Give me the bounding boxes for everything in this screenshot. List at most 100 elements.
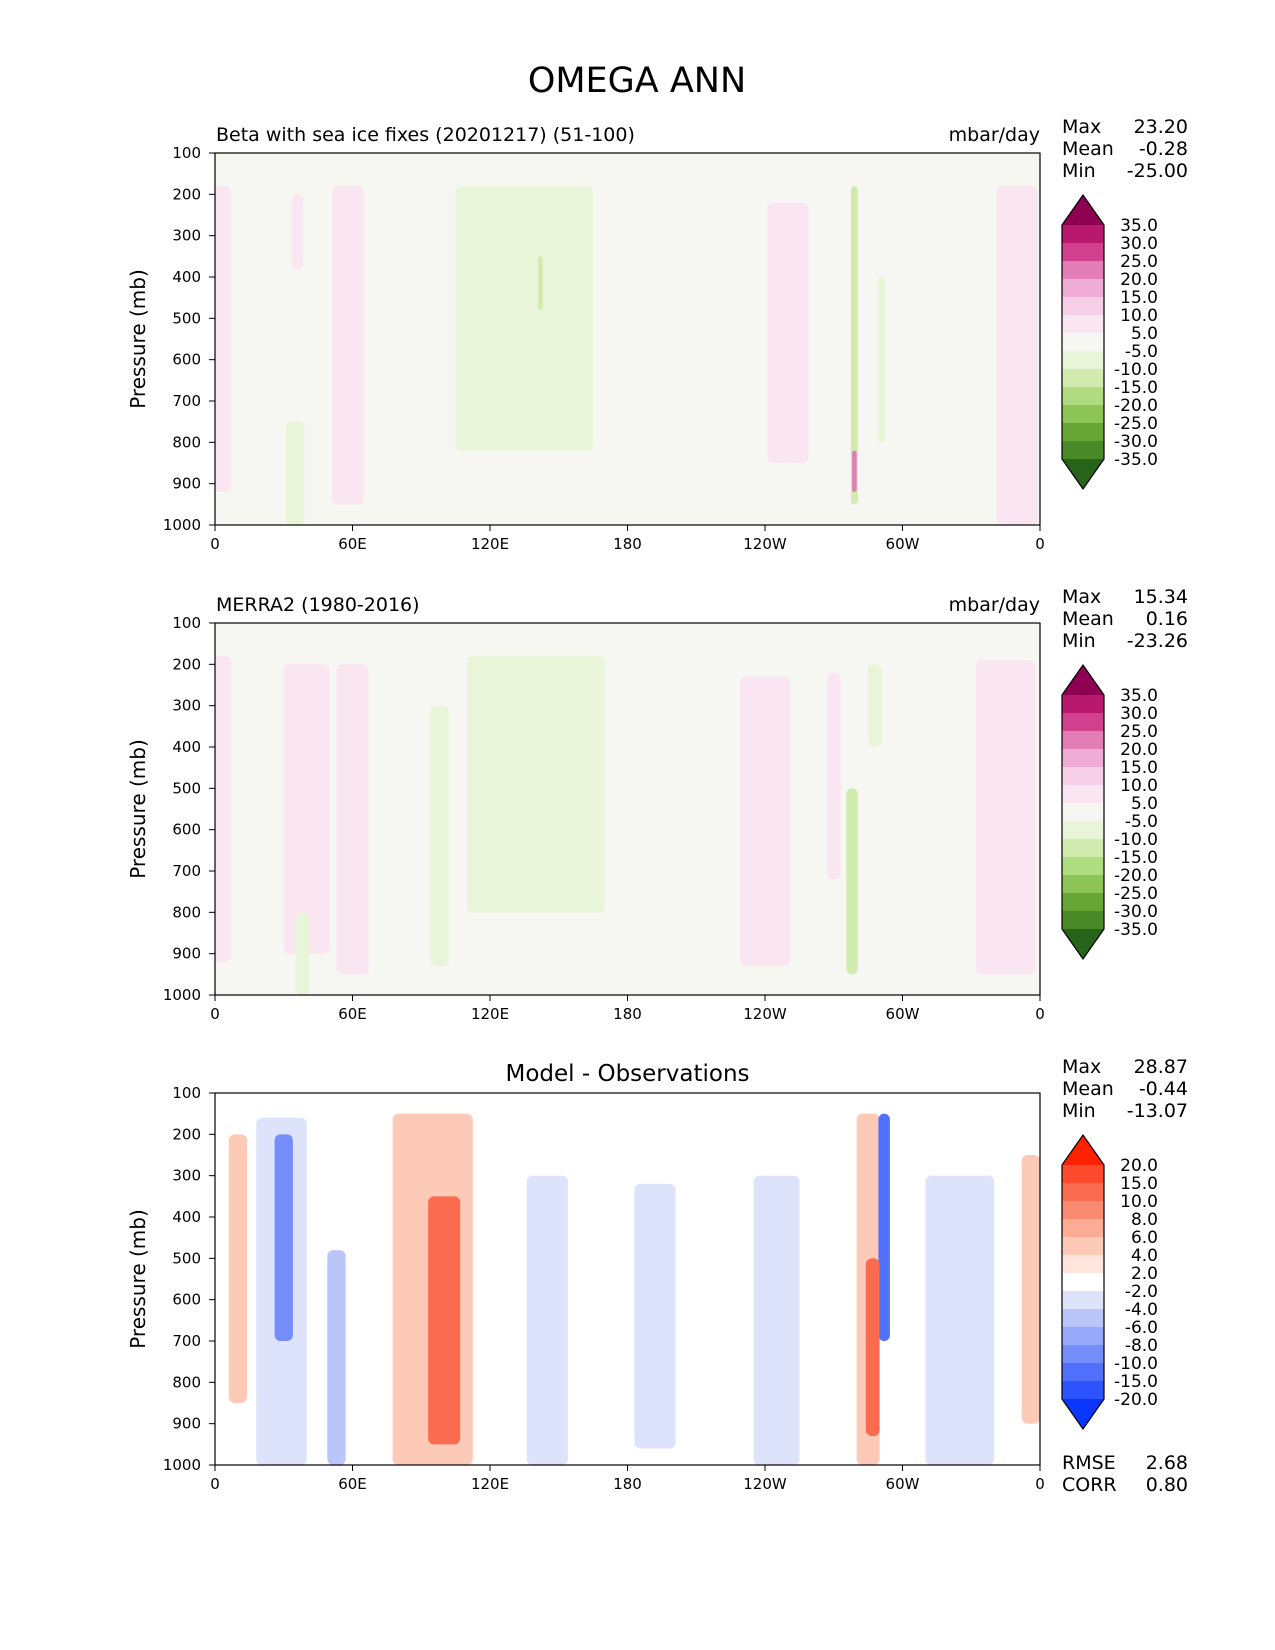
colorbar-bin: [1062, 893, 1104, 912]
colorbar-bin: [1062, 351, 1104, 370]
stat-label: Mean: [1062, 138, 1114, 160]
colorbar-label: -2.0: [1125, 1282, 1158, 1302]
colorbar-label: -15.0: [1114, 848, 1158, 868]
colorbar-bin: [1062, 1219, 1104, 1238]
colorbar-bin: [1062, 1327, 1104, 1346]
y-tick-label: 300: [172, 1167, 201, 1185]
colorbar-label: -10.0: [1114, 360, 1158, 380]
field-feature: [430, 705, 449, 967]
colorbar-bin: [1062, 875, 1104, 894]
colorbar-label: -4.0: [1125, 1300, 1158, 1320]
colorbar-bin: [1062, 857, 1104, 876]
colorbar-label: 15.0: [1120, 1174, 1158, 1194]
extra-stat-label: CORR: [1062, 1474, 1117, 1496]
colorbar-label: -5.0: [1125, 812, 1158, 832]
colorbar-label: -10.0: [1114, 830, 1158, 850]
field-feature: [634, 1183, 676, 1449]
colorbar-label: -25.0: [1114, 884, 1158, 904]
stat-label: Max: [1062, 116, 1101, 138]
colorbar-bin: [1062, 1291, 1104, 1310]
x-tick-label: 120W: [743, 1005, 787, 1023]
colorbar-outline: [1061, 663, 1105, 961]
colorbar-label: 20.0: [1120, 740, 1158, 760]
field-feature: [274, 1134, 293, 1341]
y-tick-label: 300: [172, 227, 201, 245]
stat-label: Mean: [1062, 1078, 1114, 1100]
colorbar-bin: [1062, 315, 1104, 334]
colorbar-extend-top: [1062, 1135, 1104, 1165]
colorbar-label: 5.0: [1131, 324, 1158, 344]
y-tick-label: 800: [172, 903, 201, 921]
colorbar-label: 20.0: [1120, 270, 1158, 290]
y-tick-label: 600: [172, 821, 201, 839]
field-feature: [336, 664, 369, 975]
colorbar-bin: [1062, 1201, 1104, 1220]
colorbar-bin: [1062, 333, 1104, 352]
colorbar-extend-top: [1062, 665, 1104, 695]
field-layer: [215, 656, 1036, 995]
colorbar-label: -8.0: [1125, 1336, 1158, 1356]
colorbar-label: -6.0: [1125, 1318, 1158, 1338]
y-tick-label: 1000: [163, 1456, 201, 1474]
y-tick-label: 200: [172, 185, 201, 203]
field-feature: [286, 421, 305, 525]
extra-stat-value: 0.80: [1146, 1474, 1188, 1496]
colorbar-label: 10.0: [1120, 776, 1158, 796]
colorbar-bin: [1062, 1345, 1104, 1364]
colorbar-bin: [1062, 1381, 1104, 1400]
colorbar-bin: [1062, 423, 1104, 442]
colorbar-label: -30.0: [1114, 432, 1158, 452]
colorbar-label: -35.0: [1114, 450, 1158, 470]
colorbar-label: -15.0: [1114, 1372, 1158, 1392]
colorbar: 20.015.010.08.06.04.02.0-2.0-4.0-6.0-8.0…: [1061, 1133, 1158, 1431]
colorbar-label: 35.0: [1120, 686, 1158, 706]
colorbar-label: 2.0: [1131, 1264, 1158, 1284]
y-tick-label: 700: [172, 862, 201, 880]
colorbar: 35.030.025.020.015.010.05.0-5.0-10.0-15.…: [1061, 663, 1158, 961]
colorbar-label: 4.0: [1131, 1246, 1158, 1266]
colorbar-bin: [1062, 405, 1104, 424]
field-feature: [846, 788, 858, 975]
colorbar-label: -5.0: [1125, 342, 1158, 362]
stat-value: -13.07: [1127, 1100, 1188, 1122]
field-feature: [215, 656, 232, 962]
colorbar-label: -10.0: [1114, 1354, 1158, 1374]
field-feature: [428, 1196, 461, 1445]
y-tick-label: 200: [172, 1125, 201, 1143]
colorbar-bin: [1062, 387, 1104, 406]
y-tick-label: 900: [172, 1415, 201, 1433]
colorbar-bin: [1062, 1309, 1104, 1328]
colorbar-bin: [1062, 243, 1104, 262]
colorbar-label: -35.0: [1114, 920, 1158, 940]
field-feature: [1021, 1155, 1040, 1424]
y-tick-label: 900: [172, 945, 201, 963]
y-tick-label: 500: [172, 779, 201, 797]
y-tick-label: 100: [172, 144, 201, 162]
field-feature: [739, 676, 791, 967]
colorbar-label: 8.0: [1131, 1210, 1158, 1230]
colorbar-label: 20.0: [1120, 1156, 1158, 1176]
panel-units: mbar/day: [949, 594, 1040, 616]
x-tick-label: 120E: [471, 1475, 509, 1493]
colorbar-bin: [1062, 749, 1104, 768]
field-feature: [753, 1175, 800, 1465]
field-feature: [228, 1134, 248, 1403]
colorbar-label: 10.0: [1120, 1192, 1158, 1212]
colorbar-bin: [1062, 1273, 1104, 1292]
colorbar-bin: [1062, 225, 1104, 244]
field-feature: [291, 194, 304, 269]
field-feature: [868, 664, 882, 747]
colorbar-bin: [1062, 297, 1104, 316]
colorbar-extend-top: [1062, 195, 1104, 225]
field-feature: [878, 277, 886, 443]
field-feature: [996, 186, 1038, 525]
field-feature: [975, 660, 1036, 975]
colorbar-label: 25.0: [1120, 252, 1158, 272]
stat-label: Min: [1062, 630, 1096, 652]
colorbar-extend-bottom: [1062, 459, 1104, 489]
x-tick-label: 60E: [338, 535, 367, 553]
colorbar-bin: [1062, 767, 1104, 786]
colorbar: 35.030.025.020.015.010.05.0-5.0-10.0-15.…: [1061, 193, 1158, 491]
y-axis-label: Pressure (mb): [126, 739, 150, 879]
